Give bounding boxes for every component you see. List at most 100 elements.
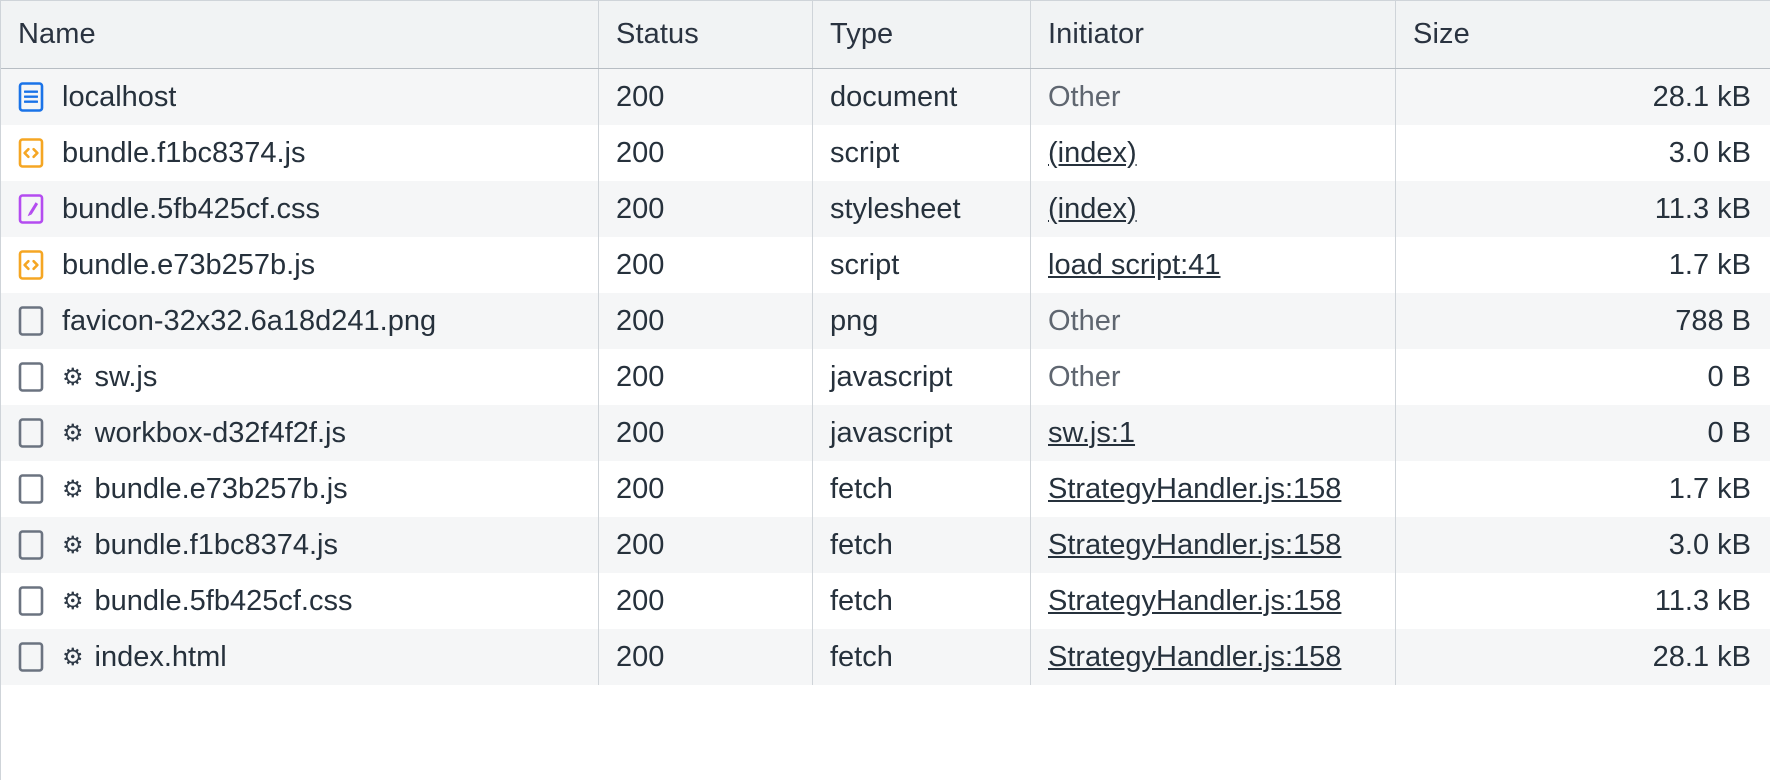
column-header-type[interactable]: Type (813, 1, 1031, 68)
initiator-link[interactable]: StrategyHandler.js:158 (1048, 472, 1342, 505)
name-cell-content: ⚙ sw.js (18, 361, 157, 394)
status-value: 200 (616, 416, 665, 449)
column-header-name[interactable]: Name (1, 1, 599, 68)
service-worker-gear-icon: ⚙ (62, 419, 84, 447)
status-value: 200 (616, 192, 665, 225)
request-name-label: localhost (62, 80, 177, 113)
cell-name[interactable]: ⚙ sw.js (1, 349, 599, 405)
status-value: 200 (616, 136, 665, 169)
cell-name[interactable]: favicon-32x32.6a18d241.png (1, 293, 599, 349)
status-value: 200 (616, 248, 665, 281)
size-value: 788 B (1675, 304, 1751, 337)
column-header-size[interactable]: Size (1396, 1, 1770, 68)
generic-file-icon (18, 418, 44, 448)
table-row[interactable]: favicon-32x32.6a18d241.png 200 png Other 788… (1, 293, 1770, 349)
status-value: 200 (616, 360, 665, 393)
cell-size: 3.0 kB (1396, 517, 1770, 573)
column-header-type-label: Type (830, 18, 894, 50)
initiator-link[interactable]: StrategyHandler.js:158 (1048, 584, 1342, 617)
cell-name[interactable]: bundle.f1bc8374.js (1, 125, 599, 181)
cell-name[interactable]: ⚙ bundle.5fb425cf.css (1, 573, 599, 629)
cell-status: 200 (599, 125, 813, 181)
initiator-link[interactable]: (index) (1048, 136, 1137, 169)
initiator-link[interactable]: load script:41 (1048, 248, 1221, 281)
cell-size: 3.0 kB (1396, 125, 1770, 181)
column-header-name-label: Name (18, 18, 96, 50)
service-worker-gear-icon: ⚙ (62, 643, 84, 671)
cell-type: fetch (813, 517, 1031, 573)
name-cell-content: ⚙ index.html (18, 641, 227, 674)
column-header-initiator[interactable]: Initiator (1031, 1, 1396, 68)
cell-status: 200 (599, 405, 813, 461)
script-icon (18, 250, 44, 280)
table-row[interactable]: ⚙ bundle.f1bc8374.js 200 fetch StrategyHandl… (1, 517, 1770, 573)
table-row[interactable]: bundle.e73b257b.js 200 script load script:4… (1, 237, 1770, 293)
size-value: 3.0 kB (1668, 136, 1751, 169)
initiator-link[interactable]: StrategyHandler.js:158 (1048, 640, 1342, 673)
table-row[interactable]: localhost 200 document Other 28.1 kB (1, 69, 1770, 125)
cell-type: stylesheet (813, 181, 1031, 237)
initiator-link[interactable]: sw.js:1 (1048, 416, 1136, 449)
name-cell-content: bundle.e73b257b.js (18, 249, 315, 282)
type-value: png (830, 304, 879, 337)
column-header-status[interactable]: Status (599, 1, 813, 68)
cell-initiator: (index) (1031, 181, 1396, 237)
generic-file-icon (18, 586, 44, 616)
request-name-label: bundle.f1bc8374.js (94, 528, 338, 561)
cell-initiator: StrategyHandler.js:158 (1031, 517, 1396, 573)
table-row[interactable]: ⚙ sw.js 200 javascript Other 0 B (1, 349, 1770, 405)
table-row[interactable]: ⚙ index.html 200 fetch StrategyHandler.js:15… (1, 629, 1770, 685)
column-header-status-label: Status (616, 18, 699, 50)
cell-initiator: Other (1031, 69, 1396, 125)
initiator-link[interactable]: StrategyHandler.js:158 (1048, 528, 1342, 561)
name-cell-content: ⚙ bundle.e73b257b.js (18, 473, 348, 506)
size-value: 1.7 kB (1668, 248, 1751, 281)
cell-name[interactable]: bundle.5fb425cf.css (1, 181, 599, 237)
table-row[interactable]: ⚙ workbox-d32f4f2f.js 200 javascript sw.js:1… (1, 405, 1770, 461)
cell-name[interactable]: bundle.e73b257b.js (1, 237, 599, 293)
type-value: fetch (830, 584, 893, 617)
cell-type: fetch (813, 573, 1031, 629)
name-cell-content: favicon-32x32.6a18d241.png (18, 305, 436, 338)
cell-name[interactable]: localhost (1, 69, 599, 125)
status-value: 200 (616, 640, 665, 673)
generic-file-icon (18, 474, 44, 504)
cell-type: document (813, 69, 1031, 125)
cell-initiator: Other (1031, 349, 1396, 405)
cell-status: 200 (599, 237, 813, 293)
request-name-label: bundle.5fb425cf.css (62, 192, 320, 225)
name-cell-content: ⚙ bundle.f1bc8374.js (18, 529, 338, 562)
size-value: 0 B (1707, 360, 1751, 393)
service-worker-gear-icon: ⚙ (62, 363, 84, 391)
table-row[interactable]: ⚙ bundle.5fb425cf.css 200 fetch StrategyHand… (1, 573, 1770, 629)
cell-size: 1.7 kB (1396, 461, 1770, 517)
stylesheet-icon (18, 194, 44, 224)
initiator-link[interactable]: (index) (1048, 192, 1137, 225)
initiator-value: Other (1048, 360, 1121, 393)
size-value: 11.3 kB (1654, 192, 1751, 225)
cell-size: 788 B (1396, 293, 1770, 349)
cell-name[interactable]: ⚙ workbox-d32f4f2f.js (1, 405, 599, 461)
request-name-label: bundle.e73b257b.js (62, 248, 316, 281)
type-value: fetch (830, 528, 893, 561)
table-row[interactable]: bundle.5fb425cf.css 200 stylesheet (index) 1… (1, 181, 1770, 237)
cell-status: 200 (599, 349, 813, 405)
type-value: fetch (830, 640, 893, 673)
cell-initiator: (index) (1031, 125, 1396, 181)
cell-status: 200 (599, 181, 813, 237)
service-worker-gear-icon: ⚙ (62, 587, 84, 615)
cell-initiator: StrategyHandler.js:158 (1031, 461, 1396, 517)
cell-name[interactable]: ⚙ bundle.e73b257b.js (1, 461, 599, 517)
initiator-value: Other (1048, 304, 1121, 337)
cell-name[interactable]: ⚙ index.html (1, 629, 599, 685)
table-row[interactable]: bundle.f1bc8374.js 200 script (index) 3.0 kB (1, 125, 1770, 181)
type-value: javascript (830, 416, 953, 449)
name-cell-content: ⚙ workbox-d32f4f2f.js (18, 417, 346, 450)
table-row[interactable]: ⚙ bundle.e73b257b.js 200 fetch StrategyHandl… (1, 461, 1770, 517)
cell-name[interactable]: ⚙ bundle.f1bc8374.js (1, 517, 599, 573)
generic-file-icon (18, 642, 44, 672)
cell-type: javascript (813, 405, 1031, 461)
column-header-size-label: Size (1413, 18, 1470, 50)
cell-size: 11.3 kB (1396, 181, 1770, 237)
cell-size: 0 B (1396, 405, 1770, 461)
